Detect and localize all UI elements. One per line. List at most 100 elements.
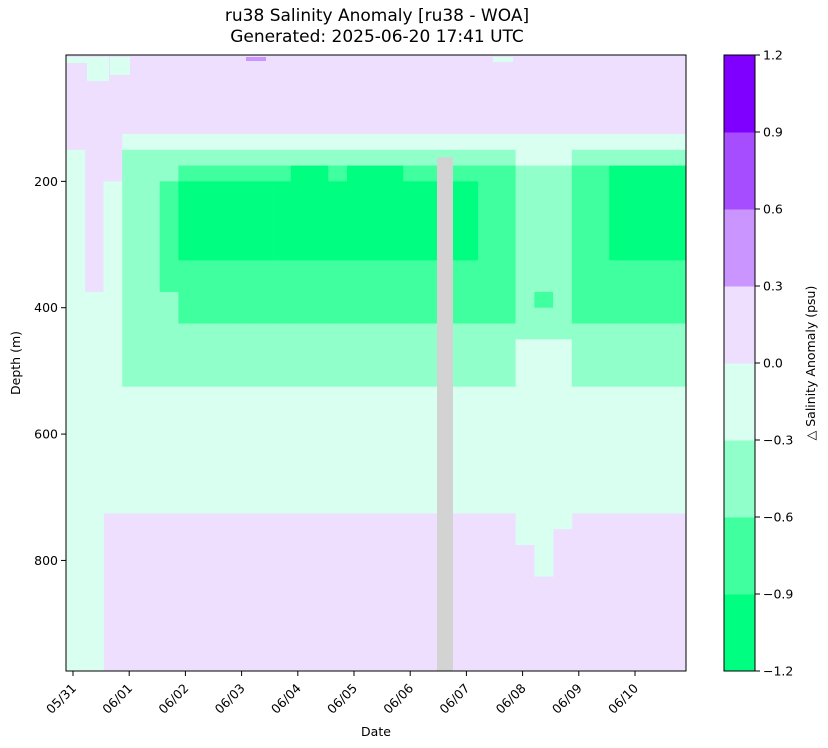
heatmap-cell: [272, 323, 292, 388]
heatmap-cell: [309, 386, 329, 514]
heatmap-cell: [253, 133, 273, 151]
heatmap-cell: [534, 165, 554, 293]
heatmap-cell: [159, 291, 179, 388]
heatmap-cell: [665, 323, 685, 388]
heatmap-cell: [665, 386, 685, 514]
heatmap-cell: [628, 260, 648, 324]
colorbar-tick-label: −0.9: [763, 587, 793, 602]
heatmap-cell: [253, 323, 273, 388]
y-axis-label: Depth (m): [8, 331, 23, 395]
heatmap-cell: [384, 386, 404, 514]
heatmap-cell: [646, 165, 666, 261]
heatmap-cell: [440, 133, 460, 151]
heatmap-cell: [478, 149, 498, 166]
heatmap-cell: [197, 149, 217, 166]
heatmap-cell: [646, 323, 666, 388]
x-axis-label: Date: [361, 724, 391, 739]
heatmap-cell: [553, 133, 573, 166]
heatmap-cell: [178, 181, 198, 261]
heatmap-cell: [459, 133, 479, 151]
heatmap-cell: [215, 149, 235, 166]
heatmap-cell: [684, 386, 687, 514]
heatmap-cell: [365, 133, 385, 151]
heatmap-cell: [384, 149, 404, 166]
heatmap-cell: [197, 165, 217, 182]
heatmap-cell: [215, 133, 235, 151]
colorbar-tick-label: 1.2: [763, 48, 783, 63]
heatmap-cell: [328, 260, 348, 324]
heatmap-cell: [365, 323, 385, 388]
colorbar-label: △ Salinity Anomaly (psu): [803, 286, 818, 441]
heatmap-cell: [290, 323, 310, 388]
heatmap-cell: [628, 133, 648, 151]
heatmap-cell: [515, 133, 535, 166]
heatmap-cell: [571, 323, 591, 388]
heatmap-cell: [234, 165, 254, 182]
colorbar-segment: [724, 363, 755, 441]
heatmap-cell: [328, 149, 348, 166]
heatmap-cell: [684, 149, 687, 166]
heatmap-cell: [290, 133, 310, 151]
colorbar-segment: [724, 440, 755, 518]
heatmap-cell: [365, 260, 385, 324]
heatmap-cell: [178, 386, 198, 514]
colorbar-segment: [724, 594, 755, 672]
heatmap-cell: [178, 133, 198, 151]
heatmap-cell: [403, 181, 423, 261]
heatmap-cell: [328, 181, 348, 261]
heatmap-cell: [421, 133, 442, 151]
heatmap-cell: [496, 323, 516, 388]
heatmap-cell: [478, 133, 498, 151]
heatmap-cell: [609, 260, 629, 324]
heatmap-cell: [347, 133, 367, 151]
colorbar-segment: [724, 517, 755, 595]
heatmap-cell: [234, 149, 254, 166]
heatmap-cell: [215, 260, 235, 324]
heatmap-cell: [534, 133, 554, 166]
heatmap-cell: [272, 260, 292, 324]
heatmap-cell: [534, 291, 554, 309]
heatmap-cell: [253, 260, 273, 324]
heatmap-cell: [272, 165, 292, 182]
heatmap-cell: [628, 323, 648, 388]
heatmap-cell: [347, 165, 367, 261]
heatmap-cell: [347, 386, 367, 514]
heatmap-cell: [590, 386, 610, 514]
heatmap-cell: [665, 149, 685, 166]
heatmap-cell: [66, 149, 86, 672]
heatmap-cell: [571, 165, 591, 324]
heatmap-cell: [328, 165, 348, 182]
heatmap-cell: [628, 149, 648, 166]
heatmap-cell: [122, 386, 142, 514]
heatmap-cell: [103, 181, 123, 514]
heatmap-cell: [403, 386, 423, 514]
y-tick-label: 800: [34, 553, 58, 568]
heatmap-cell: [347, 149, 367, 166]
plot-frame: [65, 54, 687, 672]
heatmap-cell: [365, 386, 385, 514]
x-tick-label: 06/04: [268, 680, 304, 716]
heatmap-cell: [459, 149, 479, 166]
heatmap-cell: [272, 133, 292, 151]
heatmap-cell: [122, 149, 142, 388]
heatmap-cell: [403, 149, 423, 166]
heatmap-cell: [87, 57, 109, 81]
heatmap-cell: [478, 165, 498, 324]
heatmap-cell: [421, 181, 442, 261]
heatmap-cell: [665, 165, 685, 261]
heatmap-cell: [459, 386, 479, 514]
x-tick-label: 06/02: [155, 681, 191, 717]
heatmap-cell: [403, 323, 423, 388]
heatmap-cell: [684, 260, 687, 324]
heatmap-cell: [459, 260, 479, 324]
heatmap-cell: [571, 386, 591, 514]
heatmap-cell: [234, 260, 254, 324]
heatmap-cell: [421, 260, 442, 324]
chart-title: ru38 Salinity Anomaly [ru38 - WOA] Gener…: [0, 6, 754, 48]
heatmap-cell: [122, 133, 142, 151]
heatmap-cell: [609, 386, 629, 514]
heatmap-cell: [159, 149, 179, 182]
x-tick-label: 06/10: [605, 680, 641, 716]
heatmap-cell: [365, 165, 385, 261]
